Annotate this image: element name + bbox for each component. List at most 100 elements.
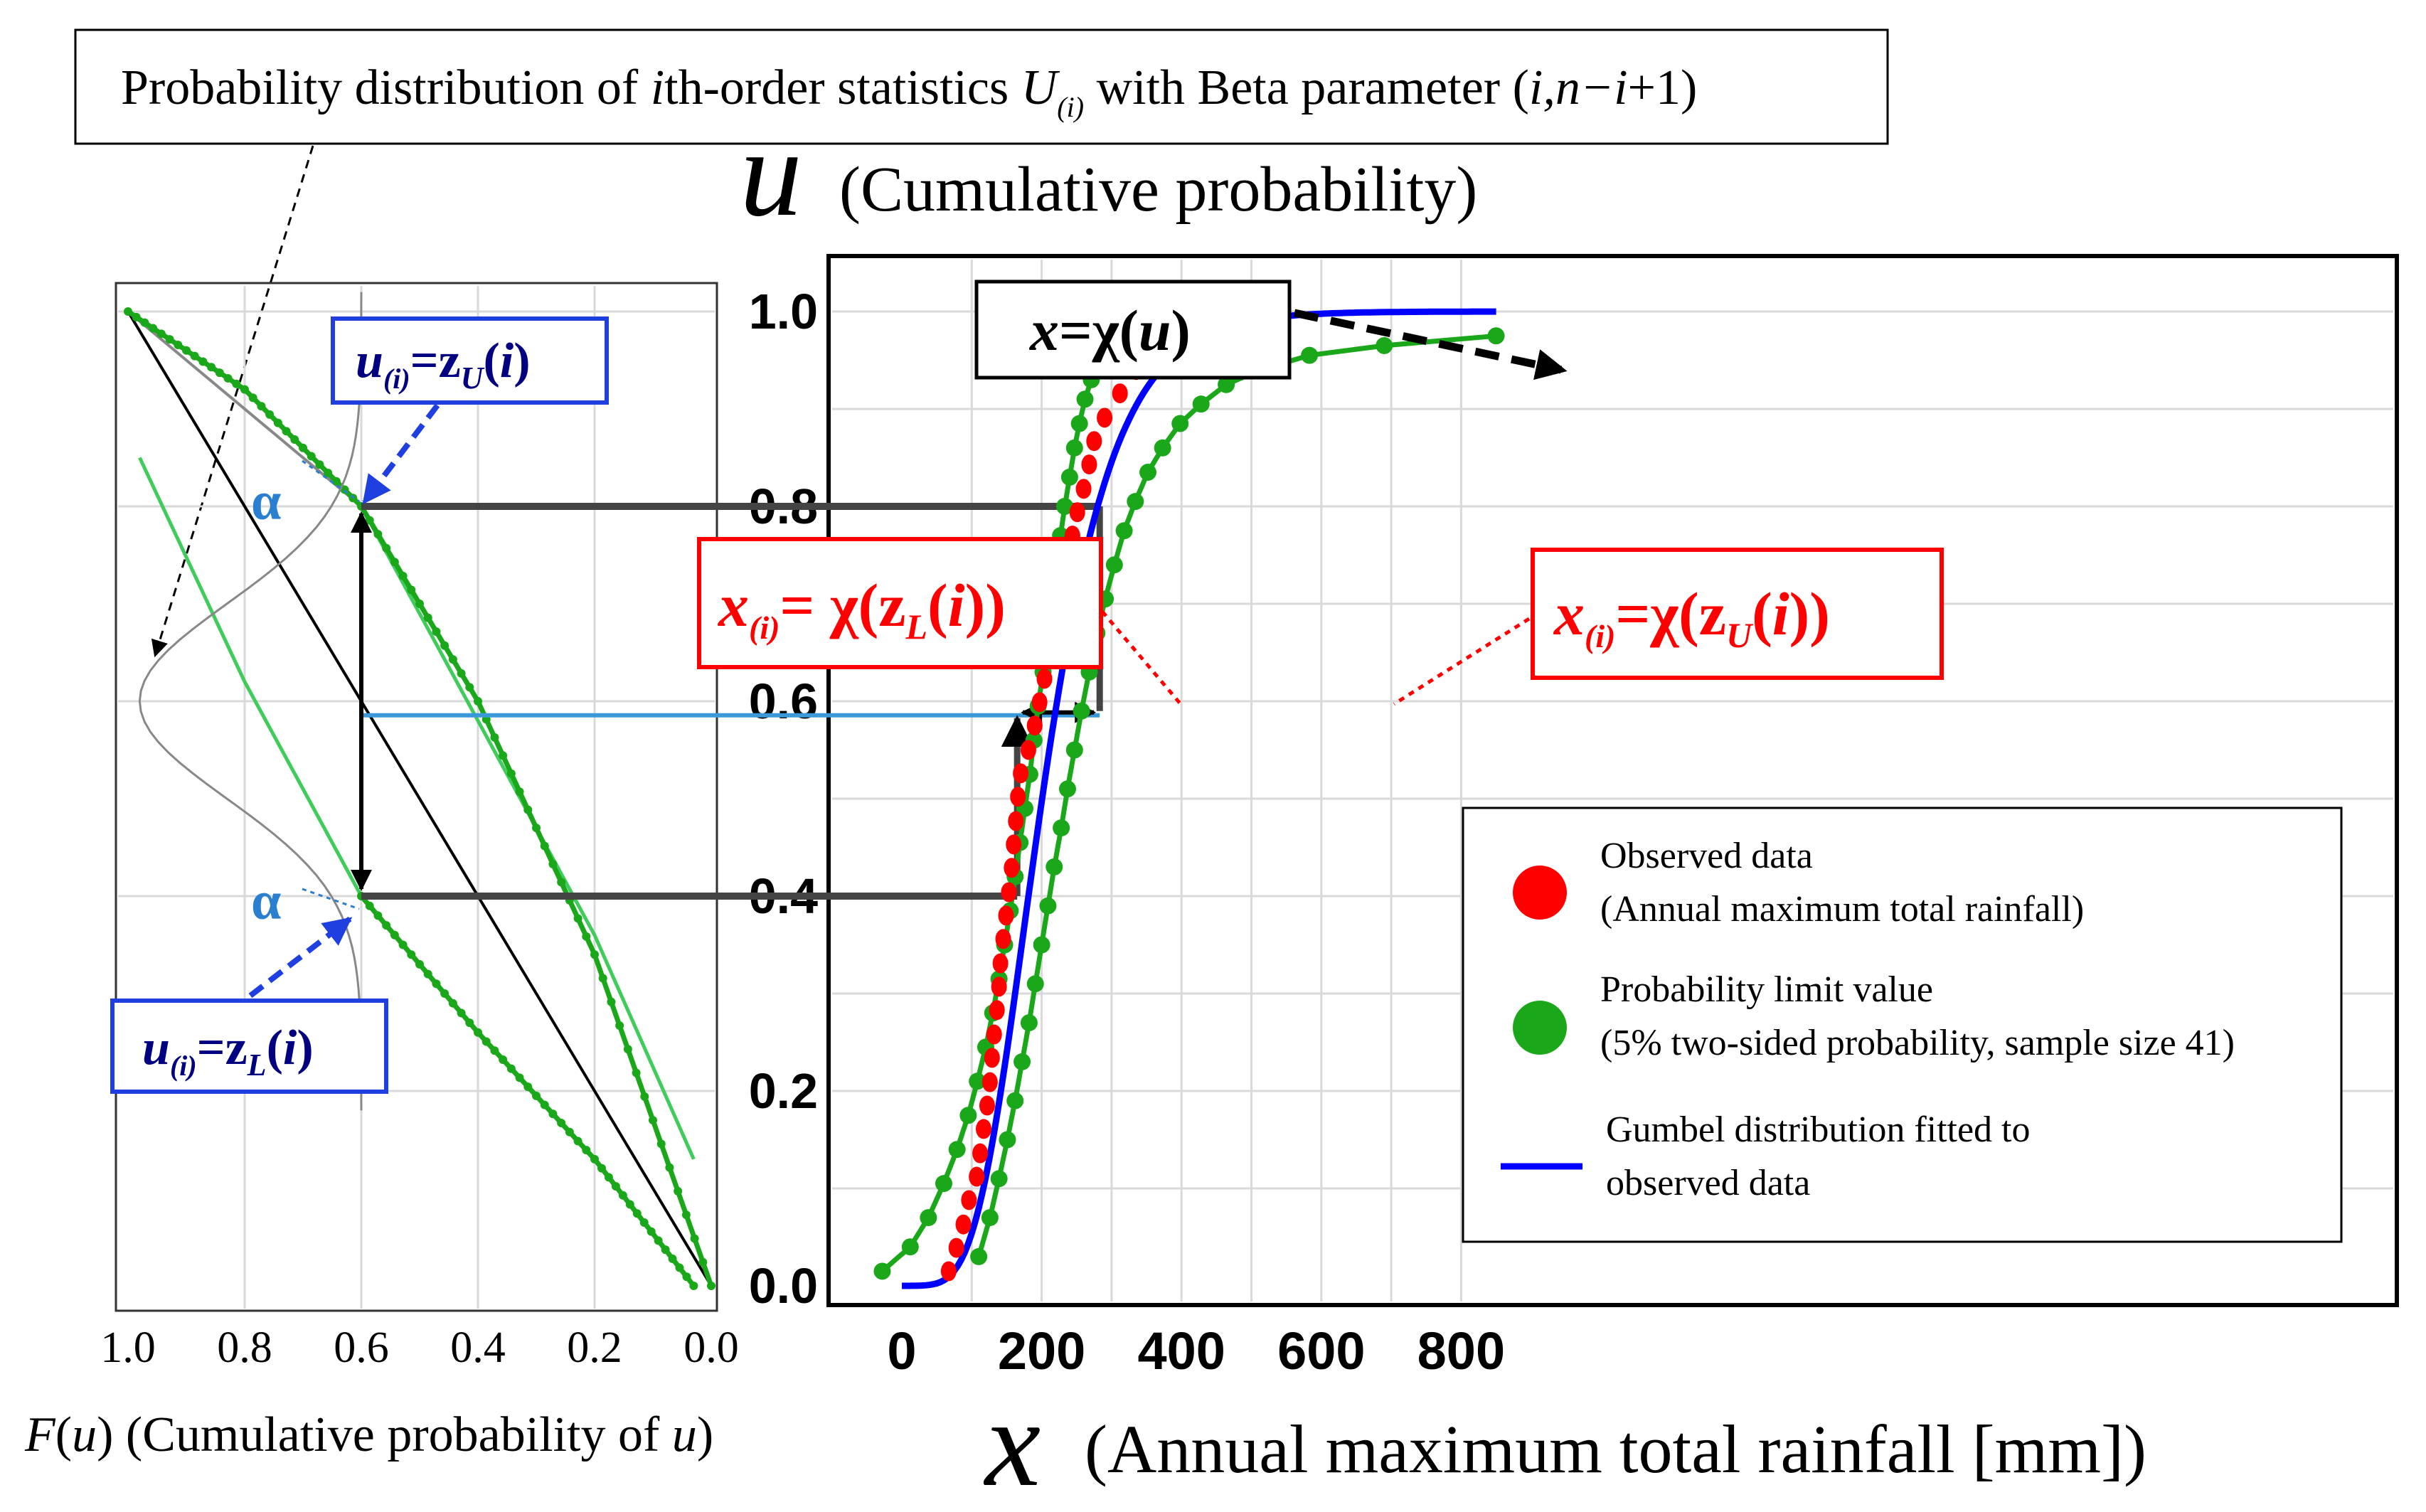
left-limit-point [432, 627, 441, 637]
caption-end: +1) [1628, 60, 1698, 115]
limit-upper-point [1033, 936, 1050, 954]
left-limit-point [248, 393, 257, 403]
limit-upper-point [1127, 493, 1144, 511]
left-limit-point [415, 600, 424, 608]
limit-upper-point [990, 1170, 1008, 1188]
left-limit-point [681, 1210, 691, 1220]
left-limit-point [632, 1209, 642, 1218]
left-limit-point [665, 1163, 674, 1172]
observed-point [989, 1000, 1005, 1021]
left-limit-point [506, 769, 516, 778]
left-limit-point [223, 373, 233, 383]
limit-lower-point [1060, 468, 1078, 486]
top-caption: Probability distribution of ith-order st… [74, 28, 1889, 145]
left-limit-point [615, 1021, 624, 1031]
chi-u: u [1139, 298, 1171, 363]
u-lower-open: ( [267, 1021, 283, 1075]
left-limit-point [207, 363, 216, 372]
caption-U: U [1021, 60, 1060, 115]
x-upper-pointer [1393, 617, 1531, 706]
left-limit-point [640, 1092, 649, 1101]
limit-lower-point [948, 1141, 966, 1159]
x-lower-label-box: x(i)= χ(zL(i)) [697, 537, 1103, 669]
observed-point [995, 929, 1011, 949]
left-limit-point [474, 1028, 482, 1037]
chi-eq: =χ( [1059, 298, 1139, 363]
legend-observed-line1: Observed data [1600, 836, 1813, 876]
observed-point [992, 953, 1009, 974]
left-limit-point [174, 340, 183, 349]
left-limit-point [423, 969, 432, 979]
left-limit-point [582, 932, 591, 941]
left-limit-point [618, 1191, 627, 1200]
limit-upper-point [1115, 522, 1133, 540]
left-limit-point [698, 1257, 708, 1267]
main-y-tick-label: 0.6 [749, 674, 818, 729]
left-limit-point [149, 324, 158, 333]
legend-observed-marker [1513, 866, 1567, 920]
alpha-upper: α [251, 472, 281, 531]
left-grid [118, 286, 715, 1309]
chi-label-box: x=χ(u) [974, 279, 1292, 380]
limit-upper-point [1014, 1053, 1031, 1070]
main-y-tick-label: 1.0 [749, 284, 818, 339]
limit-upper-point [981, 1209, 999, 1227]
limit-upper-point [1026, 975, 1044, 993]
left-limit-point [607, 997, 616, 1006]
limit-upper-series [970, 327, 1505, 1265]
left-limit-point [198, 357, 208, 366]
u-upper-close: ) [514, 334, 530, 388]
left-limit-point [590, 950, 599, 959]
left-limit-point [265, 410, 275, 419]
left-limit-point [598, 974, 607, 983]
left-limit-point [668, 1254, 677, 1263]
observed-point [1026, 715, 1043, 736]
left-limit-point [548, 1109, 558, 1119]
observed-point [984, 1048, 1000, 1068]
left-limit-point [390, 930, 399, 939]
svg-text:x(i)= χ(zL(i)): x(i)= χ(zL(i)) [717, 571, 1006, 646]
f-axis-close: ) [697, 1407, 713, 1462]
left-limit-point [565, 1127, 574, 1136]
left-limit-point [482, 1037, 491, 1046]
left-limit-point [661, 1245, 670, 1255]
left-limit-point [432, 979, 441, 989]
legend-limit-line1: Probability limit value [1600, 969, 1933, 1010]
left-limit-point [639, 1218, 649, 1227]
left-limit-point [273, 418, 282, 427]
main-plot-frame [826, 254, 2399, 1307]
limit-lower-point [873, 1262, 891, 1280]
x-lower-close: )) [965, 571, 1006, 639]
caption-params: i,n−i [1529, 60, 1628, 115]
x-lower-open: ( [927, 571, 948, 639]
left-limit-point [499, 1055, 508, 1064]
left-x-tick-labels: 1.0 0.8 0.6 0.4 0.2 0.0 [100, 1324, 739, 1372]
left-limit-point [532, 1091, 541, 1100]
observed-point [969, 1166, 985, 1187]
observed-point [976, 1119, 992, 1139]
x-lower-eq: = χ(z [780, 571, 905, 639]
main-x-tick-label: 200 [998, 1321, 1085, 1380]
observed-point [1097, 408, 1113, 428]
caption-i: i [651, 60, 664, 115]
u-upper-label-box: u(i)=zU(i) [331, 316, 609, 405]
left-limit-point [689, 1282, 698, 1290]
left-limit-point [474, 697, 482, 706]
observed-point [981, 1072, 998, 1092]
observed-point [948, 1237, 964, 1258]
left-limit-point [440, 641, 449, 650]
limit-lower-point [969, 1072, 986, 1090]
left-limit-point [398, 571, 408, 580]
left-limit-point [656, 1139, 666, 1149]
svg-text:Probability distribution of it: Probability distribution of ith-order st… [121, 60, 1697, 123]
left-limit-point [398, 940, 408, 949]
limit-upper-point [1376, 336, 1393, 354]
left-limit-point [573, 1136, 582, 1146]
limit-upper-point [1154, 439, 1171, 457]
limit-upper-point [1105, 556, 1123, 574]
left-limit-point [523, 1082, 533, 1092]
x-lower-pointer [1101, 610, 1182, 706]
chi-close: ) [1171, 298, 1191, 363]
observed-point [1069, 502, 1085, 523]
left-limit-point [299, 443, 307, 452]
